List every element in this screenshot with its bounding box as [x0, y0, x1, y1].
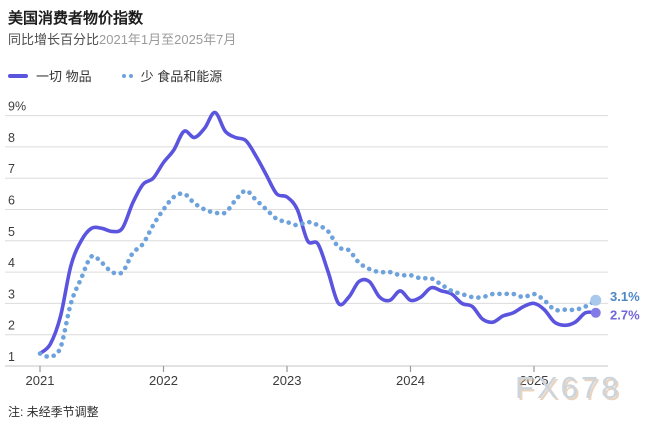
y-axis-label: 6 — [8, 194, 15, 208]
series-line-core — [37, 188, 599, 360]
y-axis-label: 5 — [8, 225, 15, 239]
y-axis-label: 7 — [8, 162, 15, 176]
y-axis-label: 1 — [8, 350, 15, 364]
y-axis-label: 9% — [8, 100, 26, 114]
watermark-fx678: FX678 — [515, 370, 622, 405]
legend: 一切 物品 少 食品和能源 — [8, 66, 222, 85]
legend-item-all-items: 一切 物品 — [8, 66, 92, 85]
legend-item-core: 少 食品和能源 — [121, 66, 223, 85]
solid-line-swatch — [8, 73, 28, 78]
series-end-dot-core — [590, 294, 602, 306]
x-axis-label: 2025 — [520, 373, 549, 388]
x-axis-label: 2021 — [26, 373, 55, 388]
legend-label-all-items: 一切 物品 — [36, 69, 92, 84]
subtitle-date-range: 2021年1月至2025年7月 — [99, 32, 237, 47]
series-end-dot-all-items — [590, 307, 601, 318]
x-axis-label: 2024 — [396, 373, 425, 388]
footnote: 注: 未经季节调整 — [8, 405, 99, 419]
y-axis-label: 8 — [8, 131, 15, 145]
x-axis-label: 2023 — [273, 373, 302, 388]
subtitle-label: 同比增长百分比 — [8, 32, 100, 47]
series-line-all-items — [38, 110, 598, 356]
series-end-label-all-items: 2.7% — [610, 307, 640, 322]
x-axis-label: 2022 — [149, 373, 178, 388]
page-title: 美国消费者物价指数 — [8, 10, 144, 27]
chart-subtitle: 同比增长百分比2021年1月至2025年7月 — [8, 29, 236, 48]
y-axis-label: 3 — [8, 287, 15, 301]
dotted-line-swatch — [121, 73, 133, 78]
y-axis-label: 4 — [8, 256, 15, 270]
y-axis-label: 2 — [8, 319, 15, 333]
legend-label-core: 少 食品和能源 — [140, 69, 223, 84]
series-end-label-core: 3.1% — [610, 289, 640, 304]
